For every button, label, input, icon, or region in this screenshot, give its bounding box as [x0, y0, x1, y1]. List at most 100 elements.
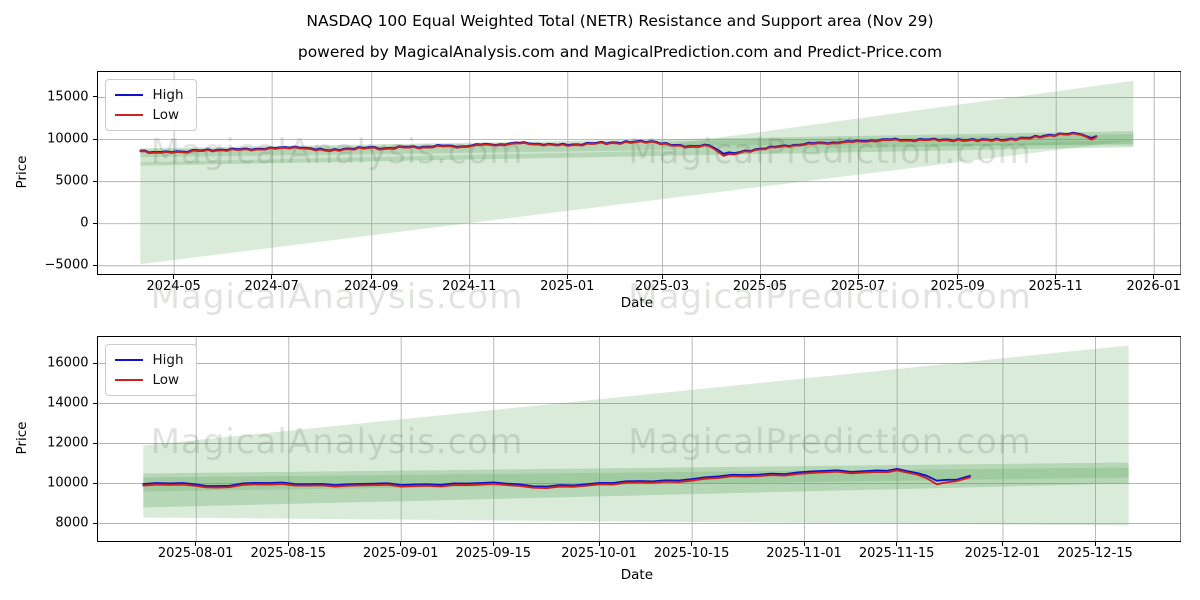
- y-tick-label: −5000: [44, 257, 89, 273]
- y-tick-mark: [92, 138, 97, 140]
- legend-item-low: Low: [114, 105, 184, 125]
- x-tick-label: 2025-03: [634, 279, 690, 294]
- x-axis-label: Date: [620, 295, 654, 311]
- x-tick-label: 2025-05: [732, 279, 788, 294]
- x-tick-label: 2024-09: [344, 279, 399, 294]
- watermark-text: MagicalAnalysis.com: [150, 422, 524, 462]
- x-tick-label: 2025-11-01: [766, 546, 842, 561]
- x-tick-label: 2025-08-15: [250, 546, 327, 561]
- y-tick-mark: [92, 180, 97, 182]
- y-tick-mark: [92, 264, 97, 266]
- x-tick-label: 2024-05: [146, 279, 201, 294]
- x-tick-mark: [1094, 541, 1096, 546]
- x-tick-label: 2025-09: [930, 279, 985, 294]
- x-tick-label: 2026-01: [1126, 279, 1181, 294]
- legend-label: High: [152, 351, 184, 368]
- page-title: NASDAQ 100 Equal Weighted Total (NETR) R…: [306, 12, 934, 30]
- y-axis-label: Price: [14, 155, 30, 188]
- x-tick-mark: [759, 274, 761, 279]
- legend-item-high: High: [114, 350, 184, 370]
- x-tick-label: 2024-07: [244, 279, 299, 294]
- x-tick-label: 2025-09-15: [455, 546, 532, 561]
- x-tick-label: 2025-08-01: [157, 546, 234, 561]
- axes-frame: [96, 70, 1181, 275]
- resistance-fan-area: [142, 345, 1129, 525]
- x-tick-mark: [803, 541, 805, 546]
- legend-line-swatch: [114, 113, 143, 116]
- legend-line-swatch: [114, 93, 143, 96]
- low-line: [138, 132, 1097, 157]
- page-subtitle: powered by MagicalAnalysis.com and Magic…: [297, 43, 943, 61]
- plot-area-detail: [96, 335, 1181, 542]
- x-tick-label: 2025-10-15: [653, 546, 730, 561]
- x-tick-label: 2025-07: [830, 279, 886, 294]
- resistance-fan-area: [662, 80, 1133, 145]
- x-tick-mark: [195, 541, 197, 546]
- x-tick-mark: [957, 274, 959, 279]
- x-tick-label: 2025-12-01: [964, 546, 1041, 561]
- x-tick-mark: [173, 274, 175, 279]
- y-tick-mark: [92, 442, 97, 444]
- x-tick-mark: [896, 541, 898, 546]
- x-axis-label: Date: [620, 567, 654, 583]
- high-line: [141, 467, 971, 488]
- legend-label: High: [152, 86, 184, 103]
- support-fan-area: [139, 139, 1133, 264]
- legend-item-low: Low: [114, 370, 184, 390]
- low-line: [141, 468, 971, 489]
- y-tick-label: 5000: [55, 173, 89, 189]
- legend-line-swatch: [114, 358, 143, 361]
- x-tick-mark: [271, 274, 273, 279]
- x-tick-mark: [492, 541, 494, 546]
- x-tick-label: 2025-09-01: [362, 546, 439, 561]
- y-tick-mark: [92, 222, 97, 224]
- y-tick-label: 8000: [55, 515, 89, 531]
- y-tick-label: 16000: [47, 355, 89, 371]
- x-tick-label: 2025-01: [540, 279, 595, 294]
- legend-item-high: High: [114, 85, 184, 105]
- y-tick-label: 12000: [47, 435, 89, 451]
- y-tick-mark: [92, 402, 97, 404]
- x-tick-mark: [287, 541, 289, 546]
- legend-label: Low: [152, 106, 180, 123]
- x-tick-mark: [370, 274, 372, 279]
- legend-label: Low: [152, 371, 180, 388]
- y-tick-label: 14000: [47, 395, 89, 411]
- watermark-text: MagicalPrediction.com: [628, 277, 1032, 317]
- x-tick-label: 2025-11: [1028, 279, 1083, 294]
- x-tick-mark: [857, 274, 859, 279]
- y-tick-label: 0: [80, 215, 89, 231]
- y-tick-label: 10000: [47, 131, 89, 147]
- mid-band-area: [142, 462, 1129, 507]
- y-tick-mark: [92, 522, 97, 524]
- x-tick-mark: [598, 541, 600, 546]
- y-tick-label: 15000: [47, 89, 89, 105]
- legend-line-swatch: [114, 378, 143, 381]
- y-tick-mark: [92, 362, 97, 364]
- x-tick-mark: [1055, 274, 1057, 279]
- legend: High Low: [104, 343, 197, 396]
- y-tick-label: 10000: [47, 475, 89, 491]
- watermark-text: MagicalAnalysis.com: [150, 277, 524, 317]
- x-tick-mark: [661, 274, 663, 279]
- x-tick-label: 2025-10-01: [561, 546, 637, 561]
- x-tick-mark: [566, 274, 568, 279]
- watermark-text: MagicalPrediction.com: [628, 422, 1032, 462]
- x-tick-mark: [1153, 274, 1155, 279]
- legend: High Low: [104, 78, 197, 131]
- watermark-text: MagicalAnalysis.com: [150, 132, 524, 172]
- y-tick-mark: [92, 482, 97, 484]
- x-tick-label: 2025-12-15: [1057, 546, 1133, 561]
- x-tick-label: 2025-11-15: [858, 546, 935, 561]
- watermark-text: MagicalPrediction.com: [628, 132, 1032, 172]
- y-tick-mark: [92, 96, 97, 98]
- x-tick-mark: [1001, 541, 1003, 546]
- x-tick-label: 2024-11: [442, 279, 497, 294]
- x-tick-mark: [468, 274, 470, 279]
- axes-frame: [96, 335, 1181, 542]
- y-axis-label: Price: [14, 421, 30, 454]
- x-tick-mark: [691, 541, 693, 546]
- x-tick-mark: [400, 541, 402, 546]
- plot-area-overview: [96, 70, 1181, 275]
